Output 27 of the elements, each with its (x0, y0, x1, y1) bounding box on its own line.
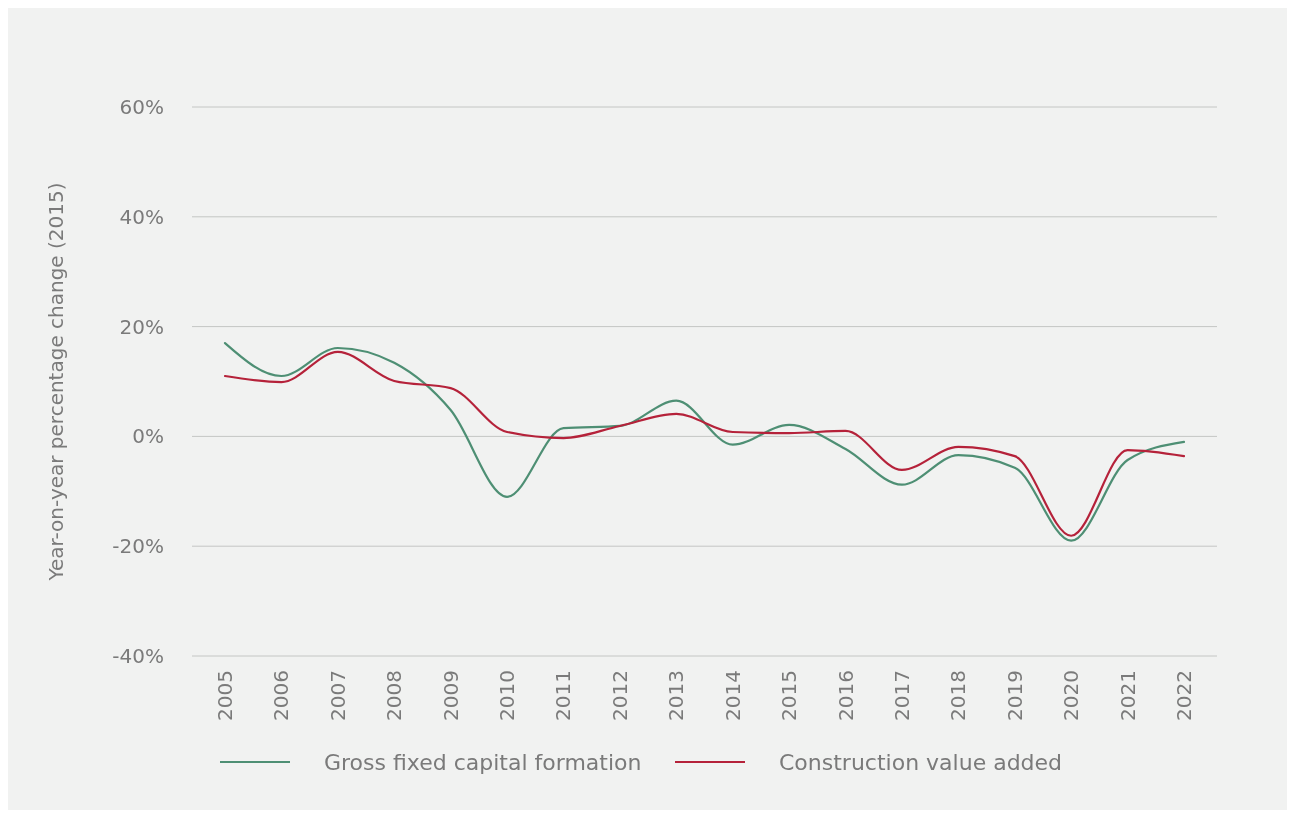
x-tick-label: 2019 (1002, 670, 1027, 721)
x-tick-label: 2005 (213, 670, 237, 721)
x-tick-label: 2011 (551, 670, 576, 721)
legend-label: Gross fixed capital formation (324, 749, 642, 775)
y-axis-title: Year-on-year percentage change (2015) (44, 182, 68, 582)
y-tick-label: 40% (119, 204, 164, 229)
x-tick-label: 2012 (607, 670, 632, 721)
y-tick-label: -20% (112, 534, 164, 559)
x-tick-label: 2018 (946, 670, 971, 721)
x-tick-label: 2022 (1172, 670, 1196, 721)
x-tick-label: 2016 (833, 670, 858, 721)
y-tick-label: 0% (132, 424, 164, 449)
y-tick-label: 20% (119, 314, 164, 339)
x-tick-label: 2006 (269, 670, 294, 721)
x-tick-label: 2010 (495, 670, 520, 721)
x-tick-label: 2015 (777, 670, 802, 721)
x-tick-label: 2020 (1059, 670, 1084, 721)
x-tick-label: 2009 (438, 670, 463, 721)
y-tick-label: -40% (112, 644, 164, 668)
y-tick-label: 60% (119, 95, 164, 119)
legend-label: Construction value added (779, 749, 1063, 775)
x-tick-label: 2017 (889, 670, 914, 721)
x-tick-label: 2007 (325, 670, 350, 721)
x-tick-label: 2013 (664, 670, 689, 721)
x-tick-label: 2014 (720, 670, 745, 721)
x-tick-label: 2008 (382, 670, 407, 721)
x-tick-label: 2021 (1115, 670, 1140, 721)
